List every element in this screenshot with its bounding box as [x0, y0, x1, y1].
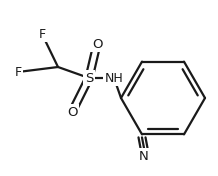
Text: O: O — [92, 37, 102, 51]
Text: N: N — [139, 149, 149, 162]
Text: F: F — [38, 27, 46, 40]
Text: NH: NH — [105, 71, 123, 84]
Text: F: F — [14, 65, 22, 78]
Text: S: S — [85, 71, 93, 84]
Text: O: O — [67, 105, 77, 118]
